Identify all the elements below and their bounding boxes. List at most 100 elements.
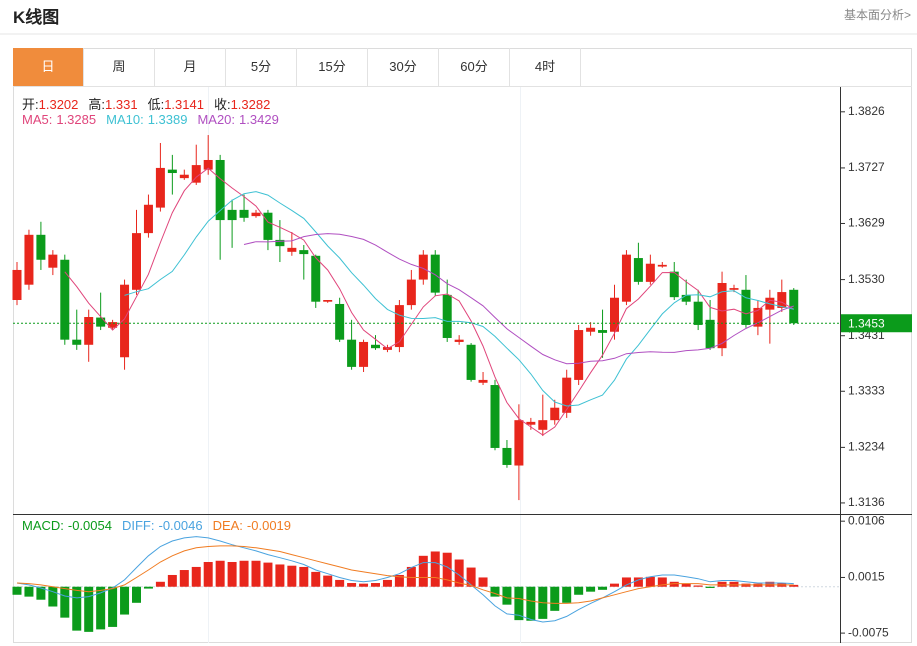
candle-body (645, 263, 655, 282)
candle-body (12, 269, 22, 300)
legend-label: 开: (22, 97, 39, 112)
y-tick-label: 1.3629 (848, 216, 885, 230)
macd-bar (36, 586, 46, 600)
tab[interactable]: 5分 (226, 48, 297, 86)
tab[interactable]: 60分 (439, 48, 510, 86)
macd-bar (621, 577, 631, 587)
candle-body (454, 339, 464, 342)
legend-value: 1.3141 (164, 97, 204, 112)
page-title: K线图 (13, 8, 60, 27)
candle-body (442, 294, 452, 338)
candle-body (681, 294, 691, 302)
candle-body (36, 234, 46, 260)
legend-label: 低: (147, 97, 165, 112)
candle-body (550, 407, 560, 421)
macd-bar (645, 576, 655, 587)
macd-bar (430, 551, 440, 587)
macd-bar (167, 574, 177, 587)
legend-label: MA5: (22, 112, 53, 127)
macd-bar (382, 579, 392, 587)
legend-value: -0.0046 (158, 518, 203, 533)
macd-bar (502, 586, 512, 605)
macd-bar (789, 584, 799, 587)
legend-value: 1.3429 (239, 112, 279, 127)
macd-bar (418, 555, 428, 587)
chart-frame (13, 48, 912, 643)
candle-body (72, 339, 82, 345)
macd-bar (323, 575, 333, 587)
macd-bar (287, 565, 297, 587)
candle-body (299, 250, 309, 255)
candle-body (705, 319, 715, 349)
ma-legend: MA5: 1.3285 MA10: 1.3389 MA20: 1.3429 (22, 112, 289, 127)
legend-value: 1.3202 (38, 97, 79, 112)
tab[interactable]: 日 (13, 48, 84, 86)
macd-bar (299, 566, 309, 587)
candle-body (323, 300, 333, 302)
macd-bar (406, 566, 416, 587)
macd-bar (132, 586, 141, 603)
macd-bar (203, 561, 213, 587)
candle-body (741, 289, 751, 325)
candle-body (155, 167, 165, 208)
tab[interactable]: 周 (84, 48, 155, 86)
tab[interactable]: 4时 (510, 48, 581, 86)
macd-bar (693, 585, 703, 587)
macd-legend: MACD: -0.0054 DIFF: -0.0046 DEA: -0.0019 (22, 518, 301, 533)
macd-bar (562, 586, 572, 603)
macd-bar (143, 586, 153, 589)
candle-body (430, 254, 440, 293)
candle-body (693, 301, 703, 325)
dea-line (16, 545, 794, 604)
macd-bar (442, 552, 452, 587)
y-tick-label: 1.3826 (848, 104, 885, 118)
macd-bar (335, 579, 345, 587)
macd-bar (669, 581, 679, 587)
tab[interactable]: 30分 (368, 48, 439, 86)
tab[interactable]: 15分 (297, 48, 368, 86)
candle-body (394, 305, 404, 348)
candle-body (406, 279, 416, 306)
macd-bar (765, 581, 775, 587)
legend-value: 1.3285 (56, 112, 97, 127)
candle-body (132, 233, 141, 290)
candle-body (633, 258, 643, 282)
candle-body (120, 284, 130, 358)
candle-body (48, 254, 58, 268)
candle-body (466, 344, 476, 380)
fundamental-link[interactable]: 基本面分析> (843, 8, 911, 22)
tab[interactable]: 月 (155, 48, 226, 86)
macd-bar (96, 586, 106, 630)
macd-bar (72, 586, 82, 631)
macd-bar (526, 586, 536, 621)
candle-body (311, 255, 321, 302)
candle-body (60, 259, 70, 340)
candle-body (574, 330, 584, 380)
macd-bar (239, 560, 249, 587)
candle-body (143, 204, 153, 234)
candle-body (239, 209, 249, 218)
macd-bar (263, 562, 273, 587)
legend-value: 1.3282 (230, 97, 271, 112)
candle-body (657, 264, 667, 267)
macd-bar (586, 586, 596, 592)
legend-label: DEA: (212, 518, 243, 533)
candle-body (371, 344, 380, 349)
macd-bar (251, 560, 261, 587)
y-tick-label: 0.0015 (848, 570, 885, 584)
macd-bar (215, 560, 225, 587)
macd-bar (610, 583, 619, 587)
candle-body (777, 292, 787, 308)
y-tick-label: 1.3234 (848, 440, 885, 454)
macd-bar (275, 564, 285, 587)
candle-body (215, 159, 225, 221)
macd-bar (478, 577, 488, 587)
candle-body (359, 341, 369, 367)
legend-label: DIFF: (121, 518, 155, 533)
macd-bar (681, 583, 691, 587)
candle-body (526, 421, 536, 425)
macd-bar (598, 586, 608, 590)
candle-body (502, 447, 512, 465)
